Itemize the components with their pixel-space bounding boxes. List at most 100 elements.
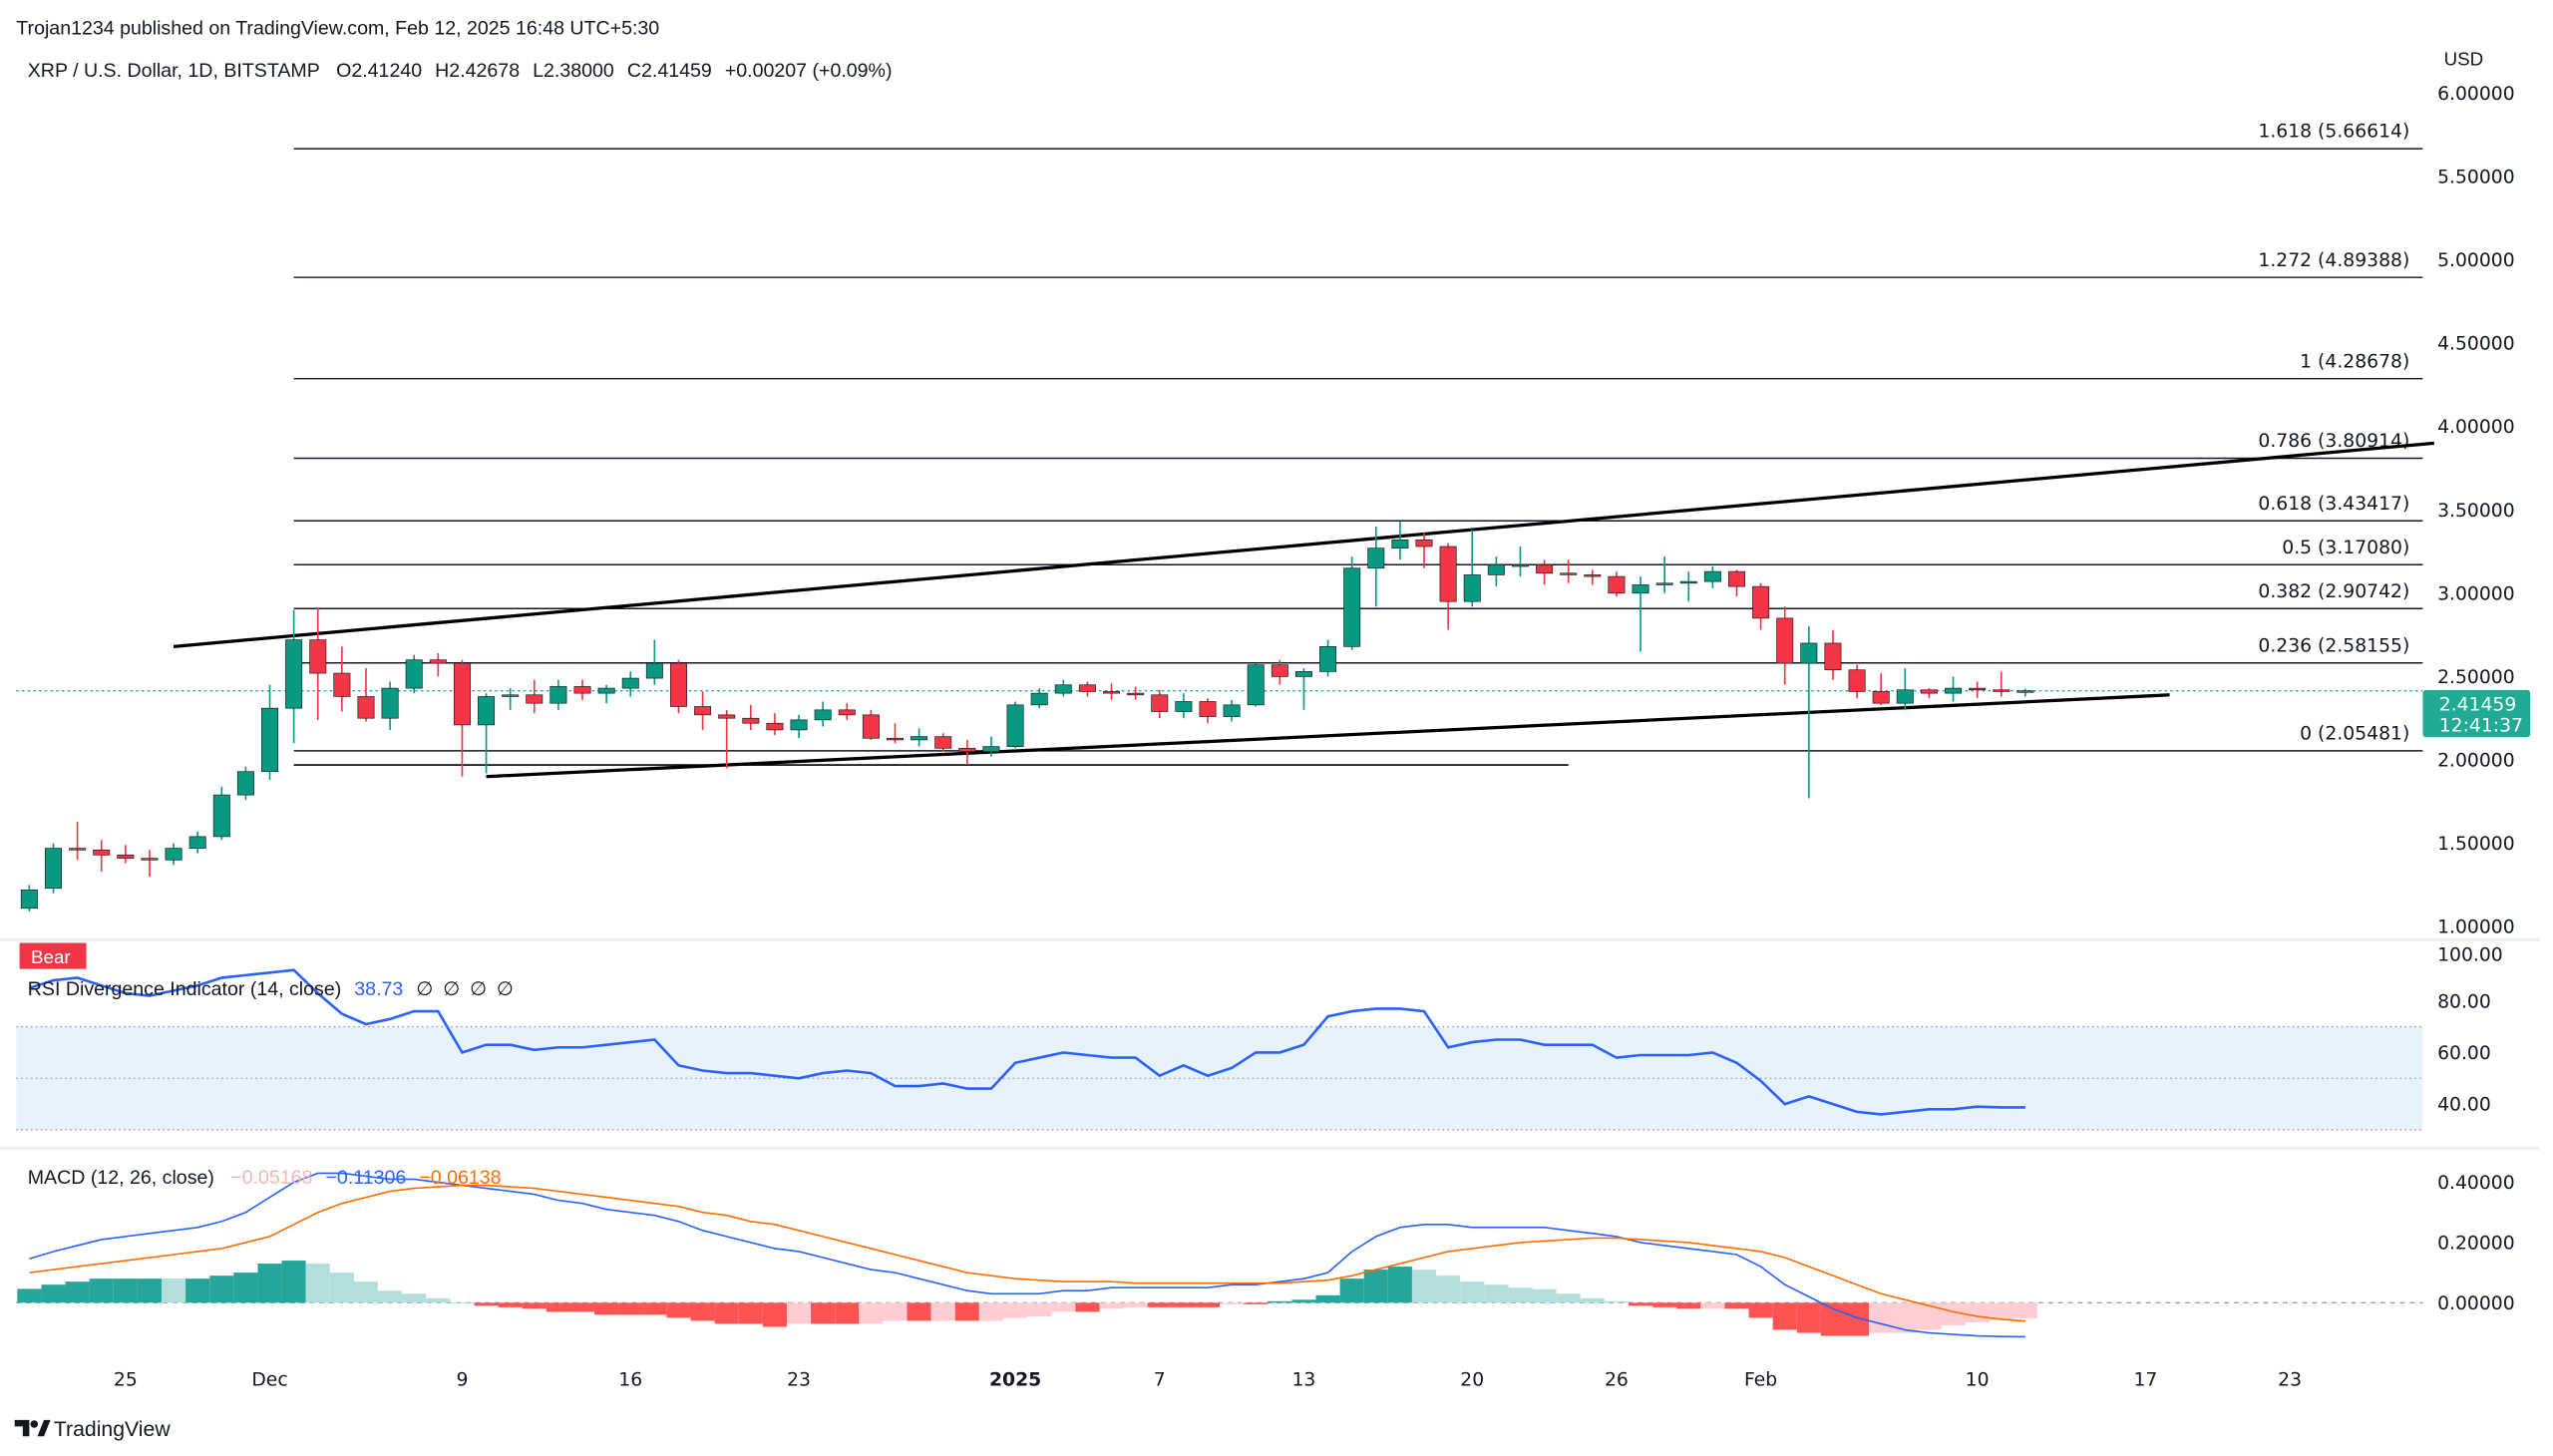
candle-body xyxy=(1703,570,1721,582)
candle xyxy=(1463,530,1481,607)
candle xyxy=(887,723,904,744)
fib-level-label: 1.272 (4.89388) xyxy=(2258,250,2409,271)
candle-body xyxy=(526,694,544,704)
macd-histogram-bar xyxy=(1580,1297,1605,1303)
tradingview-logo[interactable]: TradingView xyxy=(14,1418,172,1441)
candle xyxy=(1584,569,1602,585)
fib-level-label: 0 (2.05481) xyxy=(2300,723,2409,744)
macd-line-value: −0.11306 xyxy=(326,1167,407,1189)
fib-level-label: 1 (4.28678) xyxy=(2300,351,2409,372)
candle-body xyxy=(1728,570,1745,587)
time-tick-label: 17 xyxy=(2133,1370,2157,1391)
candle xyxy=(573,679,591,700)
macd-histogram-bar xyxy=(1556,1293,1581,1303)
bear-badge-label: Bear xyxy=(31,946,71,967)
candle-body xyxy=(165,848,182,861)
candle-body xyxy=(309,639,327,674)
macd-histogram-bar xyxy=(930,1302,955,1321)
candle-body xyxy=(934,736,952,749)
trendlines[interactable] xyxy=(173,441,2434,779)
rsi-tick-label: 80.00 xyxy=(2437,991,2491,1012)
candle-body xyxy=(1175,701,1193,712)
candle xyxy=(188,831,206,854)
candle xyxy=(645,639,663,685)
candle xyxy=(1511,546,1529,577)
last-price-label: 2.41459 12:41:37 xyxy=(2422,689,2531,738)
candle-body xyxy=(261,707,279,773)
candle xyxy=(1752,582,1770,630)
currency-label[interactable]: USD xyxy=(2444,49,2484,70)
candle-body xyxy=(766,722,784,731)
candle-body xyxy=(1319,645,1337,672)
candle-body xyxy=(1536,564,1554,574)
trendline[interactable] xyxy=(173,441,2434,648)
time-axis[interactable]: 25 Dec 9 16 23 2025 7 13 20 26 Feb 10 17 23 xyxy=(114,1370,2302,1391)
candle-body xyxy=(1294,671,1312,677)
candle xyxy=(1993,671,2010,697)
rsi-tick-label: 60.00 xyxy=(2437,1043,2491,1064)
ohlc-close: C2.41459 xyxy=(627,60,712,82)
time-tick-label: 10 xyxy=(1966,1370,1990,1391)
rsi-title[interactable]: RSI Divergence Indicator (14, close) xyxy=(28,978,341,1000)
candle-body xyxy=(1872,691,1890,704)
macd-histogram-bar xyxy=(1436,1275,1461,1303)
macd-histogram-bar xyxy=(954,1302,979,1321)
candle-body xyxy=(1511,564,1529,567)
candle-body xyxy=(1271,664,1288,677)
last-price-value: 2.41459 xyxy=(2439,694,2517,715)
candle xyxy=(1415,533,1433,568)
candle-body xyxy=(1078,684,1096,692)
candle-body xyxy=(236,771,254,796)
macd-pane: 0.40000 0.20000 0.00000 xyxy=(16,1172,2515,1338)
candle xyxy=(45,843,62,894)
macd-histogram-bar xyxy=(666,1302,691,1318)
candle xyxy=(478,693,496,774)
published-info: Trojan1234 published on TradingView.com,… xyxy=(16,17,659,39)
macd-histogram-bar xyxy=(426,1297,451,1303)
macd-histogram-bar xyxy=(1676,1302,1701,1309)
candle xyxy=(790,714,808,739)
candle-body xyxy=(1560,572,1578,575)
time-tick-label: 13 xyxy=(1291,1370,1315,1391)
price-tick-label: 4.00000 xyxy=(2437,417,2515,438)
candle xyxy=(1294,668,1312,710)
candle xyxy=(453,659,471,777)
macd-histogram-bar xyxy=(1099,1302,1124,1309)
macd-histogram-bar xyxy=(690,1302,715,1321)
rsi-value: 38.73 xyxy=(354,978,403,1000)
macd-histogram-bar xyxy=(1869,1302,1894,1333)
symbol-name[interactable]: XRP / U.S. Dollar, 1D, BITSTAMP xyxy=(28,60,320,82)
candlestick-series xyxy=(20,521,2034,912)
na-marker: ∅ xyxy=(497,978,514,1000)
time-tick-label: Feb xyxy=(1744,1370,1777,1391)
time-tick-label: 25 xyxy=(114,1370,138,1391)
bar-countdown: 12:41:37 xyxy=(2439,716,2523,737)
fibonacci-extension[interactable]: 1.618 (5.66614) 1.272 (4.89388) 1 (4.28678… xyxy=(293,122,2423,752)
candle-body xyxy=(1945,687,1963,694)
macd-title[interactable]: MACD (12, 26, close) xyxy=(28,1167,214,1189)
time-tick-label: 26 xyxy=(1605,1370,1629,1391)
macd-histogram-bar xyxy=(907,1302,931,1321)
candle xyxy=(1319,639,1337,677)
signal-line xyxy=(29,1184,2025,1322)
candle xyxy=(117,845,135,864)
macd-histogram-bar xyxy=(450,1302,475,1304)
candle-body xyxy=(1969,687,1987,691)
price-tick-label: 3.00000 xyxy=(2437,583,2515,604)
price-axis[interactable]: 1.00000 1.50000 2.00000 2.50000 3.00000 3.500… xyxy=(2437,84,2515,938)
rsi-legend: Bear RSI Divergence Indicator (14, close… xyxy=(19,942,514,1000)
candle xyxy=(261,684,279,781)
rsi-line xyxy=(28,968,2025,1116)
candle xyxy=(814,701,832,727)
macd-histogram-bar xyxy=(714,1302,739,1324)
macd-histogram-bar xyxy=(978,1302,1003,1321)
candle-body xyxy=(1487,564,1505,575)
macd-histogram-bar xyxy=(89,1278,114,1303)
candle xyxy=(1054,679,1072,697)
trendline[interactable] xyxy=(486,693,2170,779)
price-tick-label: 1.00000 xyxy=(2437,917,2515,938)
candle-body xyxy=(381,687,399,719)
macd-legend: MACD (12, 26, close) −0.05168 −0.11306 −0.0… xyxy=(28,1167,502,1189)
candle xyxy=(934,733,952,752)
